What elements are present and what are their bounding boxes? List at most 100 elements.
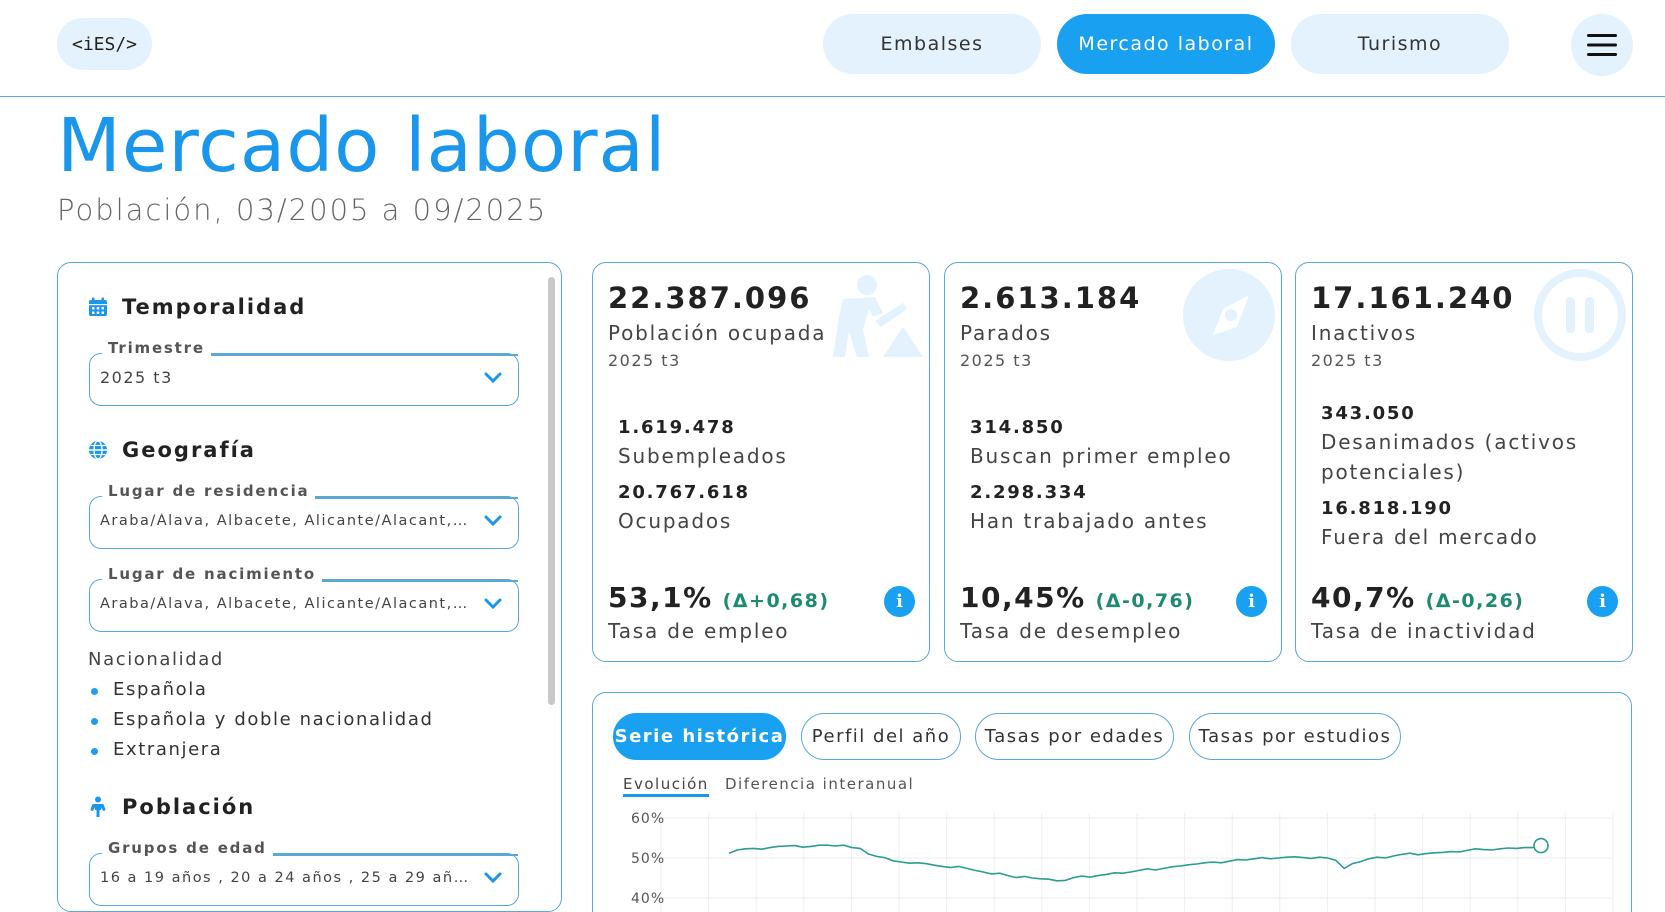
kpi-rate-value: 10,45%	[960, 581, 1086, 614]
page-subtitle: Población, 03/2005 a 09/2025	[57, 193, 548, 227]
hamburger-menu-button[interactable]	[1571, 14, 1633, 76]
kpi-rate-delta: (Δ-0,26)	[1425, 590, 1525, 612]
kpi-sub-label: Ocupados	[618, 509, 733, 533]
kpi-sub-label: Subempleados	[618, 444, 788, 468]
trimestre-select[interactable]: Trimestre 2025 t3	[89, 339, 519, 406]
section-title-temporalidad: Temporalidad	[122, 295, 307, 319]
kpi-main-value: 2.613.184	[960, 281, 1142, 315]
section-poblacion: Población	[88, 795, 255, 819]
chevron-down-icon	[484, 372, 502, 384]
lugar-nacimiento-label: Lugar de nacimiento	[102, 565, 322, 583]
lugar-nacimiento-value: Araba/Álava, Albacete, Alicante/Alacant,…	[100, 596, 470, 612]
chevron-down-icon	[484, 515, 502, 527]
series-line	[728, 844, 1542, 882]
filter-panel: Temporalidad Trimestre 2025 t3 Geografía…	[57, 262, 562, 912]
nav-mercado-laboral[interactable]: Mercado laboral	[1057, 14, 1275, 74]
tab-perfil-del-ano[interactable]: Perfil del año	[801, 713, 961, 760]
y-tick-label: 60%	[631, 811, 665, 827]
kpi-main-label: Población ocupada	[608, 321, 827, 345]
kpi-rate-value: 40,7%	[1311, 581, 1416, 614]
section-geografia: Geografía	[88, 438, 256, 462]
kpi-rate-label: Tasa de desempleo	[960, 619, 1183, 643]
kpi-sub-value: 20.767.618	[618, 482, 750, 503]
worker-digging-icon	[833, 275, 923, 357]
top-navigation-bar: <iES/> Embalses Mercado laboral Turismo	[0, 0, 1665, 97]
kpi-main-value: 17.161.240	[1311, 281, 1515, 315]
y-tick-label: 40%	[631, 891, 665, 907]
section-title-geografia: Geografía	[122, 438, 256, 462]
pause-circle-icon	[1534, 269, 1626, 361]
kpi-period: 2025 t3	[608, 351, 681, 370]
kpi-rate-value: 53,1%	[608, 581, 713, 614]
kpi-rate: 53,1% (Δ+0,68)	[608, 581, 830, 614]
kpi-period: 2025 t3	[1311, 351, 1384, 370]
kpi-sub-value: 16.818.190	[1321, 498, 1453, 519]
section-temporalidad: Temporalidad	[88, 295, 306, 319]
nacionalidad-option-espanola[interactable]: Española	[91, 679, 434, 709]
kpi-period: 2025 t3	[960, 351, 1033, 370]
kpi-rate-delta: (Δ-0,76)	[1095, 590, 1195, 612]
grupos-edad-label: Grupos de edad	[102, 839, 273, 857]
line-chart: 60% 50% 40%	[631, 811, 1614, 912]
kpi-sub-label: Buscan primer empleo	[970, 444, 1233, 468]
kpi-rate-delta: (Δ+0,68)	[722, 590, 830, 612]
kpi-rate-label: Tasa de empleo	[608, 619, 790, 643]
info-icon[interactable]: i	[884, 586, 915, 617]
field-outline	[208, 354, 518, 356]
kpi-card-inactivos: 17.161.240 Inactivos 2025 t3 343.050 Des…	[1295, 262, 1633, 662]
filter-panel-scrollbar[interactable]	[548, 277, 555, 705]
site-logo[interactable]: <iES/>	[57, 18, 152, 70]
field-outline	[300, 497, 518, 499]
nacionalidad-label: Nacionalidad	[88, 649, 224, 670]
calendar-icon	[89, 297, 107, 316]
grupos-edad-select[interactable]: Grupos de edad 16 a 19 años , 20 a 24 añ…	[89, 839, 519, 906]
kpi-rate: 40,7% (Δ-0,26)	[1311, 581, 1524, 614]
grupos-edad-value: 16 a 19 años , 20 a 24 años , 25 a 29 añ…	[100, 870, 470, 886]
kpi-card-ocupados: 22.387.096 Población ocupada 2025 t3 1.6…	[592, 262, 930, 662]
kpi-sub-label: Desanimados (activos potenciales)	[1321, 430, 1579, 484]
kpi-rate-label: Tasa de inactividad	[1311, 619, 1537, 643]
kpi-sub-label: Han trabajado antes	[970, 509, 1209, 533]
person-icon	[90, 796, 106, 817]
subtab-diferencia-interanual[interactable]: Diferencia interanual	[725, 775, 915, 793]
info-icon[interactable]: i	[1236, 586, 1267, 617]
kpi-sub-value: 1.619.478	[618, 417, 736, 438]
chevron-down-icon	[484, 598, 502, 610]
lugar-nacimiento-select[interactable]: Lugar de nacimiento Araba/Álava, Albacet…	[89, 565, 519, 632]
hamburger-icon	[1587, 34, 1617, 56]
kpi-sub-value: 314.850	[970, 417, 1065, 438]
section-title-poblacion: Población	[122, 795, 256, 819]
tab-serie-historica[interactable]: Serie histórica	[613, 713, 786, 760]
nav-turismo[interactable]: Turismo	[1291, 14, 1509, 74]
nav-embalses[interactable]: Embalses	[823, 14, 1041, 74]
field-outline	[262, 854, 518, 856]
lugar-residencia-label: Lugar de residencia	[102, 482, 316, 500]
kpi-main-value: 22.387.096	[608, 281, 812, 315]
kpi-card-parados: 2.613.184 Parados 2025 t3 314.850 Buscan…	[944, 262, 1282, 662]
last-point-marker[interactable]	[1533, 837, 1549, 854]
nacionalidad-list: Española Española y doble nacionalidad E…	[91, 679, 434, 769]
chart-panel: Serie histórica Perfil del año Tasas por…	[592, 692, 1632, 912]
nacionalidad-option-extranjera[interactable]: Extranjera	[91, 739, 434, 769]
compass-icon	[1183, 269, 1275, 361]
trimestre-value: 2025 t3	[100, 368, 173, 387]
lugar-residencia-select[interactable]: Lugar de residencia Araba/Álava, Albacet…	[89, 482, 519, 549]
globe-icon	[89, 440, 107, 460]
trimestre-label: Trimestre	[102, 339, 211, 357]
kpi-main-label: Inactivos	[1311, 321, 1417, 345]
info-icon[interactable]: i	[1587, 586, 1618, 617]
kpi-rate: 10,45% (Δ-0,76)	[960, 581, 1194, 614]
y-tick-label: 50%	[631, 851, 665, 867]
tab-tasas-por-edades[interactable]: Tasas por edades	[975, 713, 1174, 760]
chevron-down-icon	[484, 872, 502, 884]
kpi-sub-value: 2.298.334	[970, 482, 1088, 503]
field-outline	[308, 580, 518, 582]
page-title: Mercado laboral	[57, 103, 667, 189]
kpi-sub-value: 343.050	[1321, 403, 1416, 424]
tab-tasas-por-estudios[interactable]: Tasas por estudios	[1189, 713, 1401, 760]
kpi-main-label: Parados	[960, 321, 1052, 345]
lugar-residencia-value: Araba/Álava, Albacete, Alicante/Alacant,…	[100, 513, 470, 529]
nacionalidad-option-doble[interactable]: Española y doble nacionalidad	[91, 709, 434, 739]
subtab-evolucion[interactable]: Evolución	[623, 775, 709, 797]
kpi-sub-label: Fuera del mercado	[1321, 525, 1539, 549]
